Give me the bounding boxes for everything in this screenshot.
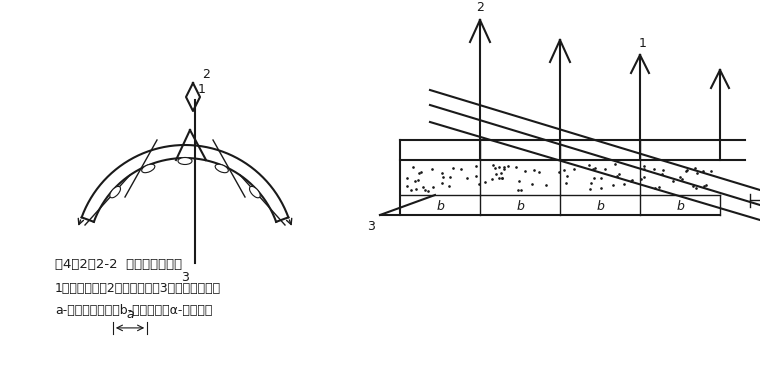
Text: b: b — [676, 200, 684, 213]
Text: 2: 2 — [476, 1, 484, 14]
Text: 图4．2．2-2  悬吊式超前锚杆: 图4．2．2-2 悬吊式超前锚杆 — [55, 258, 182, 271]
Ellipse shape — [249, 186, 260, 198]
Text: b: b — [516, 200, 524, 213]
Text: 3: 3 — [181, 271, 189, 284]
Text: 1: 1 — [198, 83, 206, 96]
Text: 2: 2 — [202, 68, 210, 81]
Text: b: b — [596, 200, 604, 213]
Text: b: b — [436, 200, 444, 213]
Ellipse shape — [141, 164, 155, 173]
Ellipse shape — [215, 164, 228, 173]
Text: 1－超前锚杆，2－径向锚杆，3－横向连接短筋: 1－超前锚杆，2－径向锚杆，3－横向连接短筋 — [55, 282, 221, 295]
Text: 3: 3 — [367, 220, 375, 233]
Text: a: a — [126, 308, 134, 321]
Text: a-超前锚杆间距，b-爆破进尺，α-锚杆倾角: a-超前锚杆间距，b-爆破进尺，α-锚杆倾角 — [55, 304, 212, 317]
Text: 1: 1 — [639, 37, 647, 50]
Ellipse shape — [109, 186, 121, 198]
Ellipse shape — [178, 158, 192, 165]
